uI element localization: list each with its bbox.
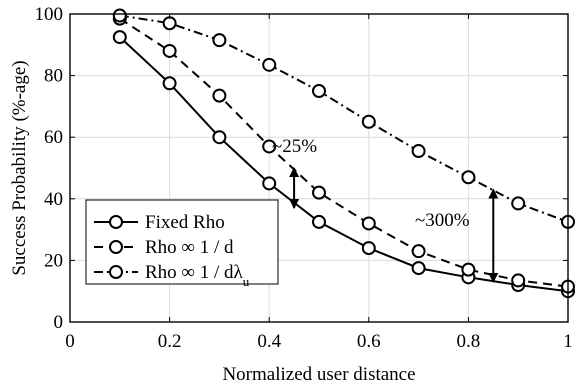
series-line <box>119 17 569 288</box>
plot-frame <box>69 13 569 323</box>
data-point <box>511 273 526 288</box>
legend-marker <box>109 265 123 279</box>
annotation-text: ~25% <box>272 136 317 157</box>
data-point <box>262 139 277 154</box>
data-point <box>411 144 426 159</box>
annotations: ~25% ~300% <box>272 136 499 283</box>
data-point <box>312 84 326 98</box>
y-tick-label: 40 <box>44 189 63 210</box>
data-point <box>411 244 426 259</box>
data-point <box>312 214 326 229</box>
data-point <box>112 8 127 23</box>
x-tick-label: 0.6 <box>357 331 381 352</box>
y-tick-label: 0 <box>54 312 64 333</box>
series-line <box>119 14 569 223</box>
y-tick-label: 100 <box>35 4 64 25</box>
legend-label: Rho ∞ 1 / d <box>145 237 234 258</box>
data-point <box>361 241 376 256</box>
y-tick-label: 80 <box>44 66 63 87</box>
series-3 <box>112 8 575 229</box>
x-tick-label: 0.2 <box>158 331 182 352</box>
data-point <box>262 57 277 72</box>
data-point <box>162 43 177 58</box>
data-point <box>212 88 227 103</box>
x-axis-label: Normalized user distance <box>222 364 415 385</box>
data-point <box>212 33 227 48</box>
series-layer <box>112 8 575 299</box>
legend-label: Fixed Rho <box>145 212 225 233</box>
data-point <box>511 196 526 211</box>
data-point <box>212 130 227 145</box>
ticks: 0 0.2 0.4 0.6 0.8 1 0 20 40 60 80 100 <box>35 4 573 352</box>
data-point <box>461 170 476 185</box>
x-tick-label: 0 <box>65 331 75 352</box>
annotation-text: ~300% <box>415 210 470 231</box>
data-point <box>162 16 177 31</box>
y-tick-label: 20 <box>44 250 63 271</box>
data-point <box>461 262 476 277</box>
y-axis-label: Success Probability (%-age) <box>9 60 30 275</box>
y-tick-label: 60 <box>44 127 63 148</box>
data-point <box>162 76 177 91</box>
legend-marker <box>109 215 123 229</box>
data-point <box>361 114 376 129</box>
legend-marker <box>109 240 123 254</box>
data-point <box>262 176 277 191</box>
x-tick-label: 1 <box>563 331 573 352</box>
data-point <box>312 185 326 200</box>
data-point <box>411 261 426 276</box>
x-tick-label: 0.4 <box>257 331 281 352</box>
data-point <box>361 216 376 231</box>
data-point <box>112 30 127 45</box>
x-tick-label: 0.8 <box>457 331 481 352</box>
legend-label-subscript: u <box>243 274 250 289</box>
